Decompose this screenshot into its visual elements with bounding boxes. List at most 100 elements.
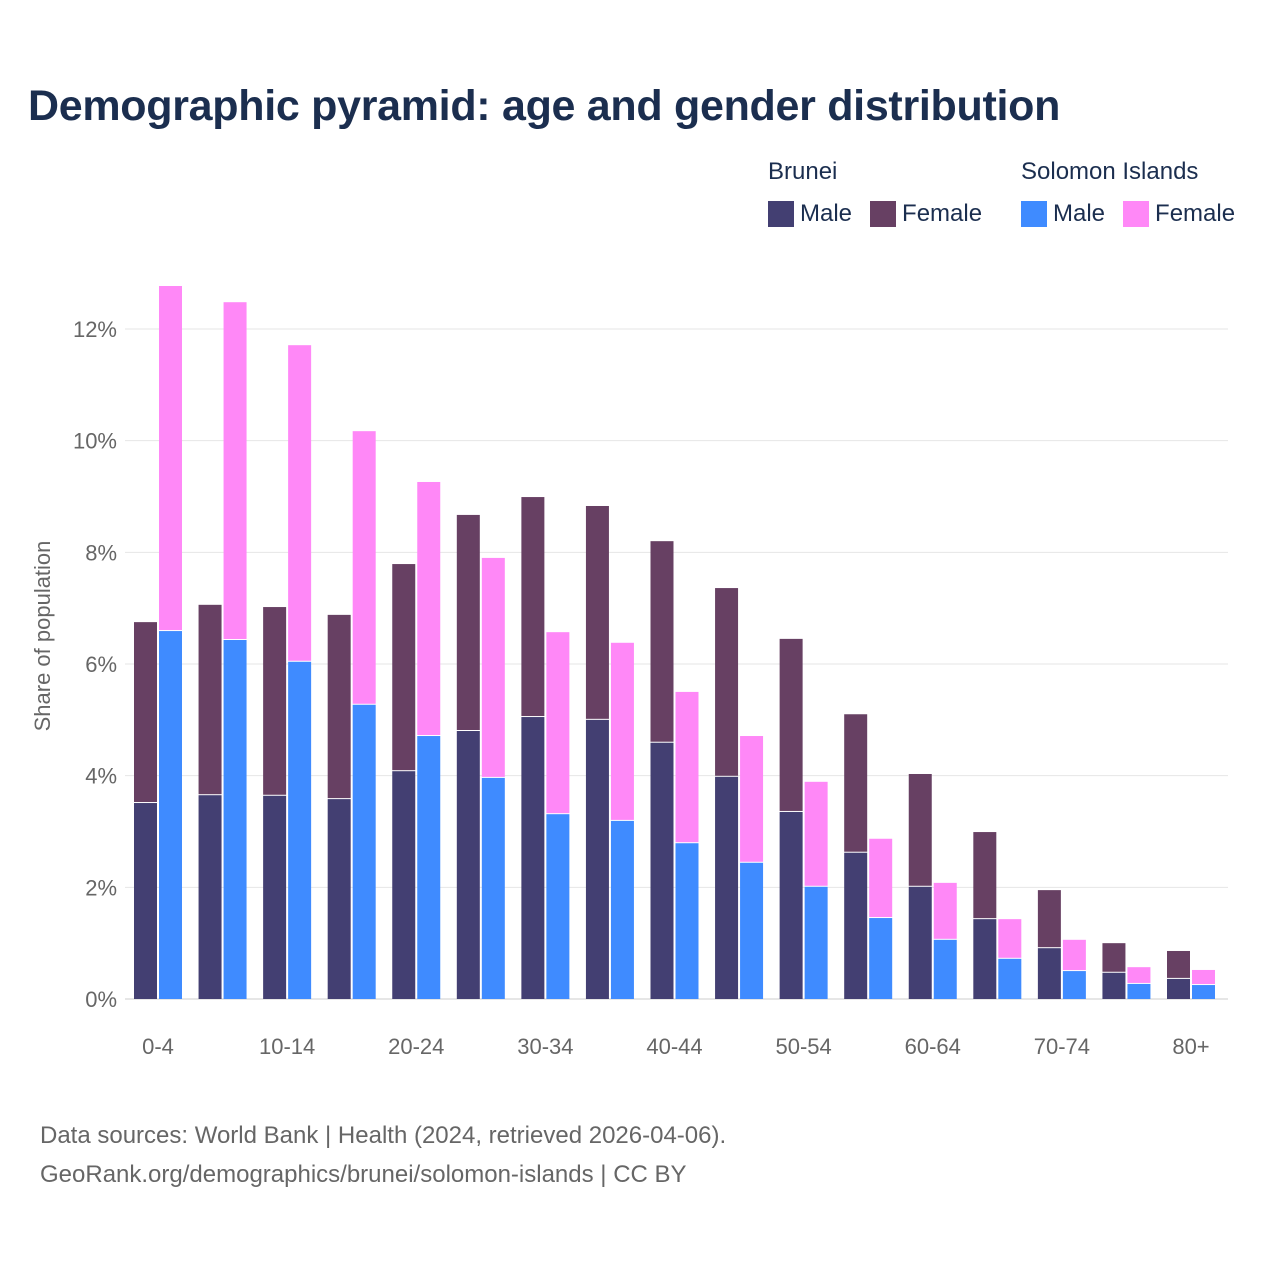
y-tick-label: 0% <box>85 987 117 1012</box>
bar-brunei-female-30-34 <box>521 497 545 717</box>
bar-solomon-islands-female-5-9 <box>223 302 247 639</box>
bar-brunei-female-35-39 <box>585 505 609 719</box>
bar-brunei-male-65-69 <box>973 919 997 999</box>
bar-solomon-islands-female-25-29 <box>481 557 505 777</box>
source-line-2[interactable]: GeoRank.org/demographics/brunei/solomon-… <box>40 1161 687 1188</box>
bar-solomon-islands-female-60-64 <box>933 882 957 939</box>
y-tick-label: 8% <box>85 540 117 565</box>
bar-brunei-female-20-24 <box>392 564 416 771</box>
x-tick-label: 60-64 <box>905 1034 961 1059</box>
legend-label: Male <box>1053 200 1106 227</box>
bar-brunei-female-65-69 <box>973 832 997 919</box>
bar-solomon-islands-male-10-14 <box>288 661 312 999</box>
bar-solomon-islands-male-50-54 <box>804 886 828 999</box>
x-tick-label: 80+ <box>1172 1034 1209 1059</box>
bar-brunei-female-80+ <box>1167 950 1190 978</box>
bar-brunei-female-10-14 <box>263 607 287 795</box>
chart-title: Demographic pyramid: age and gender dist… <box>28 82 1061 130</box>
bar-solomon-islands-female-45-49 <box>740 736 764 862</box>
bar-solomon-islands-male-20-24 <box>417 736 441 999</box>
bar-brunei-female-5-9 <box>198 604 222 795</box>
bar-solomon-islands-male-40-44 <box>675 843 699 999</box>
bar-brunei-male-40-44 <box>650 742 674 999</box>
bar-solomon-islands-female-10-14 <box>288 345 312 661</box>
legend-swatch <box>1123 201 1150 227</box>
bar-brunei-female-40-44 <box>650 541 674 742</box>
bar-brunei-female-25-29 <box>456 514 480 730</box>
bar-brunei-female-55-59 <box>844 714 868 852</box>
y-tick-label: 6% <box>85 652 117 677</box>
bar-solomon-islands-female-70-74 <box>1062 939 1086 971</box>
bar-brunei-male-25-29 <box>456 731 480 999</box>
bar-brunei-male-20-24 <box>392 771 416 999</box>
legend-item-brunei-female[interactable]: Female <box>870 200 982 228</box>
bar-brunei-male-70-74 <box>1037 948 1061 999</box>
bar-solomon-islands-male-75-79 <box>1127 983 1151 999</box>
bar-solomon-islands-male-55-59 <box>869 918 893 999</box>
y-tick-label: 10% <box>73 429 117 454</box>
bar-solomon-islands-male-5-9 <box>223 639 247 999</box>
x-tick-label: 50-54 <box>775 1034 831 1059</box>
bar-solomon-islands-male-80+ <box>1192 985 1215 999</box>
bar-solomon-islands-female-15-19 <box>352 431 376 704</box>
bar-solomon-islands-female-20-24 <box>417 481 441 736</box>
bar-solomon-islands-female-35-39 <box>610 642 634 820</box>
bar-brunei-female-0-4 <box>134 622 157 803</box>
legend-item-brunei-male[interactable]: Male <box>768 200 852 228</box>
source-line-1: Data sources: World Bank | Health (2024,… <box>40 1122 727 1149</box>
x-tick-label: 10-14 <box>259 1034 315 1059</box>
source-note: Data sources: World Bank | Health (2024,… <box>40 1116 726 1194</box>
bar-solomon-islands-female-30-34 <box>546 632 570 814</box>
legend-item-solomon-female[interactable]: Female <box>1123 200 1235 228</box>
bar-solomon-islands-female-80+ <box>1192 969 1215 985</box>
y-axis-label: Share of population <box>30 541 55 732</box>
legend-item-solomon-male[interactable]: Male <box>1021 200 1105 228</box>
legend-solomon-islands: Solomon Islands Male Female <box>1021 158 1235 228</box>
y-tick-label: 4% <box>85 764 117 789</box>
bar-brunei-male-60-64 <box>908 886 932 999</box>
bar-solomon-islands-female-50-54 <box>804 781 828 886</box>
bar-brunei-male-35-39 <box>585 719 609 999</box>
bar-brunei-female-75-79 <box>1102 943 1126 972</box>
bar-brunei-female-70-74 <box>1037 890 1061 948</box>
bar-solomon-islands-female-40-44 <box>675 691 699 843</box>
legend-swatch <box>870 201 897 227</box>
x-tick-label: 0-4 <box>142 1034 174 1059</box>
bar-solomon-islands-male-30-34 <box>546 814 570 999</box>
bar-brunei-male-75-79 <box>1102 972 1126 999</box>
legend-swatch <box>768 201 794 227</box>
legend-brunei: Brunei Male Female <box>768 158 982 228</box>
bar-solomon-islands-male-65-69 <box>998 958 1022 999</box>
bar-brunei-male-0-4 <box>134 803 157 999</box>
bar-solomon-islands-female-65-69 <box>998 919 1022 958</box>
bar-brunei-male-30-34 <box>521 717 545 999</box>
x-tick-label: 70-74 <box>1034 1034 1090 1059</box>
x-tick-label: 40-44 <box>646 1034 702 1059</box>
bar-solomon-islands-male-70-74 <box>1062 971 1086 999</box>
bar-solomon-islands-female-55-59 <box>869 838 893 918</box>
legend-label: Male <box>800 200 853 227</box>
legend-group-title: Brunei <box>768 158 838 185</box>
bar-brunei-female-45-49 <box>715 588 739 776</box>
legend-label: Female <box>902 200 983 227</box>
bar-solomon-islands-male-25-29 <box>481 777 505 999</box>
bar-solomon-islands-male-0-4 <box>159 631 182 999</box>
bar-solomon-islands-female-75-79 <box>1127 967 1151 983</box>
legend-group-title: Solomon Islands <box>1021 158 1199 185</box>
legend-swatch <box>1021 201 1047 227</box>
bar-brunei-male-50-54 <box>779 811 803 999</box>
bar-brunei-male-55-59 <box>844 852 868 999</box>
bar-brunei-male-45-49 <box>715 776 739 999</box>
bar-brunei-male-10-14 <box>263 795 287 999</box>
x-tick-label: 20-24 <box>388 1034 444 1059</box>
bar-solomon-islands-male-60-64 <box>933 939 957 999</box>
bar-solomon-islands-male-15-19 <box>352 704 376 999</box>
bar-brunei-male-5-9 <box>198 795 222 999</box>
bar-brunei-male-15-19 <box>327 799 351 999</box>
legend-label: Female <box>1155 200 1236 227</box>
bar-solomon-islands-male-45-49 <box>740 862 764 999</box>
bar-solomon-islands-female-0-4 <box>159 286 182 631</box>
bar-brunei-female-15-19 <box>327 614 351 799</box>
y-tick-label: 12% <box>73 317 117 342</box>
